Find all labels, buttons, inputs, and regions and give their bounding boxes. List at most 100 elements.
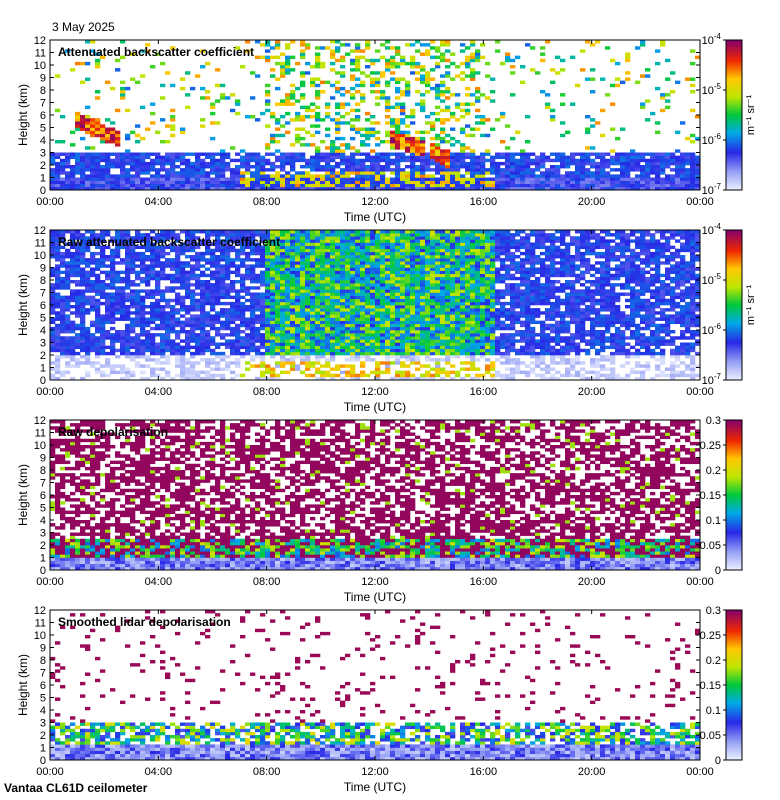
heatmap-cell (100, 289, 106, 293)
heatmap-cell (475, 52, 481, 56)
heatmap-cell (80, 336, 86, 340)
heatmap-cell (545, 155, 551, 160)
heatmap-cell (280, 370, 286, 375)
heatmap-cell (155, 239, 161, 243)
heatmap-cell (390, 121, 396, 125)
heatmap-cell (385, 108, 391, 113)
heatmap-cell (125, 292, 131, 296)
heatmap-cell (350, 61, 356, 66)
heatmap-cell (120, 183, 126, 188)
heatmap-cell (455, 155, 461, 160)
heatmap-cell (520, 152, 526, 156)
heatmap-cell (185, 348, 191, 353)
heatmap-cell (325, 186, 331, 191)
heatmap-cell (685, 77, 691, 81)
heatmap-cell (80, 255, 86, 259)
heatmap-cell (180, 364, 186, 368)
heatmap-cell (160, 320, 166, 325)
heatmap-cell (370, 264, 376, 268)
heatmap-cell (185, 158, 191, 163)
heatmap-cell (205, 323, 211, 328)
heatmap-cell (185, 180, 191, 185)
heatmap-cell (145, 152, 151, 156)
heatmap-cell (485, 168, 491, 172)
heatmap-cell (365, 152, 371, 156)
heatmap-cell (275, 61, 281, 66)
heatmap-cell (210, 358, 216, 362)
heatmap-cell (410, 108, 416, 113)
heatmap-cell (540, 155, 546, 160)
heatmap-cell (300, 52, 306, 56)
heatmap-cell (440, 136, 446, 141)
heatmap-cell (490, 77, 496, 81)
heatmap-cell (220, 158, 226, 163)
heatmap-cell (375, 376, 381, 381)
heatmap-cell (280, 267, 286, 271)
heatmap-cell (355, 339, 361, 343)
heatmap-cell (345, 336, 351, 340)
heatmap-cell (215, 320, 221, 325)
heatmap-cell (190, 183, 196, 188)
heatmap-cell (245, 40, 251, 44)
heatmap-cell (60, 317, 66, 321)
heatmap-cell (475, 115, 481, 119)
heatmap-cell (285, 261, 291, 265)
heatmap-cell (370, 233, 376, 237)
heatmap-cell (70, 186, 76, 191)
colorbar-tick-label: 10-5 (702, 82, 722, 97)
heatmap-cell (180, 264, 186, 268)
heatmap-cell (310, 289, 316, 293)
heatmap-cell (610, 158, 616, 163)
heatmap-cell (260, 342, 266, 346)
heatmap-cell (335, 373, 341, 378)
heatmap-cell (95, 236, 101, 240)
heatmap-cell (230, 171, 236, 175)
heatmap-cell (335, 161, 341, 166)
heatmap-cell (165, 177, 171, 181)
heatmap-cell (100, 351, 106, 356)
heatmap-cell (120, 80, 126, 85)
heatmap-cell (500, 180, 506, 185)
heatmap-cell (110, 174, 116, 178)
heatmap-cell (115, 311, 121, 315)
heatmap-cell (315, 314, 321, 318)
heatmap-cell (120, 330, 126, 334)
heatmap-cell (105, 351, 111, 356)
heatmap-cell (260, 174, 266, 178)
heatmap-cell (135, 239, 141, 243)
heatmap-cell (385, 155, 391, 160)
heatmap-cell (140, 245, 146, 250)
heatmap-cell (270, 326, 276, 331)
heatmap-cell (225, 233, 231, 237)
heatmap-cell (380, 292, 386, 296)
heatmap-cell (560, 174, 566, 178)
heatmap-cell (270, 276, 276, 281)
heatmap-cell (105, 295, 111, 300)
heatmap-cell (55, 155, 61, 160)
heatmap-cell (405, 83, 411, 88)
heatmap-cell (300, 177, 306, 181)
heatmap-cell (75, 183, 81, 188)
heatmap-cell (475, 161, 481, 166)
heatmap-cell (220, 174, 226, 178)
heatmap-cell (200, 183, 206, 188)
heatmap-cell (260, 361, 266, 365)
heatmap-cell (195, 74, 201, 78)
heatmap-cell (215, 326, 221, 331)
heatmap-cell (160, 267, 166, 271)
heatmap-cell (235, 186, 241, 191)
heatmap-cell (550, 171, 556, 175)
heatmap-cell (235, 242, 241, 246)
heatmap-cell (100, 248, 106, 253)
heatmap-cell (410, 143, 416, 147)
heatmap-cell (205, 273, 211, 278)
heatmap-cell (355, 301, 361, 306)
heatmap-cell (70, 323, 76, 328)
heatmap-cell (290, 102, 296, 106)
heatmap-cell (310, 115, 316, 119)
heatmap-cell (120, 93, 126, 97)
heatmap-cell (325, 255, 331, 259)
heatmap-cell (140, 171, 146, 175)
heatmap-cell (285, 233, 291, 237)
heatmap-cell (350, 161, 356, 166)
